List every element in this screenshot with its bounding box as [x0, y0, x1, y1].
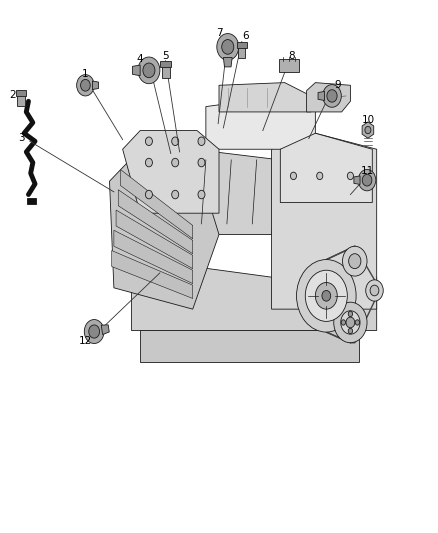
Text: 4: 4 [137, 54, 144, 63]
Circle shape [323, 85, 341, 107]
Circle shape [343, 246, 367, 276]
Polygon shape [237, 42, 247, 47]
Polygon shape [362, 122, 374, 138]
Circle shape [84, 320, 104, 344]
Polygon shape [193, 149, 280, 235]
Circle shape [346, 317, 355, 328]
Circle shape [365, 126, 371, 134]
Circle shape [370, 285, 379, 296]
Text: 3: 3 [18, 133, 25, 142]
Polygon shape [118, 190, 193, 254]
Circle shape [297, 260, 356, 332]
Polygon shape [110, 149, 219, 309]
Polygon shape [160, 61, 171, 67]
Text: 9: 9 [335, 80, 342, 90]
Polygon shape [280, 133, 372, 203]
Polygon shape [140, 330, 359, 362]
Circle shape [172, 190, 179, 199]
Text: 6: 6 [242, 31, 249, 41]
Circle shape [143, 63, 155, 78]
Circle shape [322, 290, 331, 301]
Polygon shape [112, 251, 193, 298]
Text: 1: 1 [82, 69, 89, 78]
Circle shape [334, 302, 367, 343]
Polygon shape [120, 169, 193, 239]
Polygon shape [206, 96, 315, 149]
Circle shape [145, 190, 152, 199]
Text: 12: 12 [79, 336, 92, 346]
Polygon shape [318, 92, 325, 100]
Polygon shape [131, 266, 377, 330]
Circle shape [349, 254, 361, 269]
Circle shape [77, 75, 94, 96]
Text: 2: 2 [9, 90, 16, 100]
Polygon shape [16, 90, 26, 95]
Circle shape [341, 311, 360, 334]
Circle shape [362, 174, 372, 186]
Polygon shape [279, 59, 299, 72]
Polygon shape [101, 325, 109, 335]
Circle shape [348, 311, 353, 317]
Circle shape [198, 158, 205, 167]
Circle shape [222, 39, 234, 54]
Polygon shape [223, 58, 232, 67]
Polygon shape [116, 210, 193, 269]
Circle shape [138, 57, 160, 84]
Circle shape [366, 280, 383, 301]
Circle shape [355, 320, 360, 325]
Text: 8: 8 [288, 51, 295, 61]
Text: 7: 7 [215, 28, 223, 38]
Circle shape [198, 137, 205, 146]
Polygon shape [238, 47, 245, 58]
Text: 5: 5 [162, 51, 169, 61]
Circle shape [358, 169, 376, 191]
Circle shape [172, 137, 179, 146]
Circle shape [305, 270, 347, 321]
Circle shape [290, 172, 297, 180]
Circle shape [347, 172, 353, 180]
Polygon shape [123, 131, 219, 213]
Circle shape [317, 172, 323, 180]
Text: 11: 11 [361, 166, 374, 175]
Circle shape [198, 190, 205, 199]
Polygon shape [307, 83, 350, 112]
Circle shape [217, 34, 239, 60]
Circle shape [145, 137, 152, 146]
Circle shape [145, 158, 152, 167]
Polygon shape [114, 230, 193, 284]
Polygon shape [132, 65, 140, 76]
Circle shape [172, 158, 179, 167]
Polygon shape [219, 83, 311, 112]
Circle shape [348, 328, 353, 334]
Polygon shape [272, 133, 377, 309]
Circle shape [327, 90, 337, 102]
Polygon shape [354, 176, 360, 184]
Circle shape [315, 282, 337, 309]
Polygon shape [92, 81, 99, 90]
Circle shape [89, 325, 99, 338]
Circle shape [341, 320, 346, 325]
Text: 10: 10 [361, 115, 374, 125]
Polygon shape [18, 95, 25, 106]
Circle shape [81, 79, 90, 91]
Polygon shape [162, 66, 170, 78]
Polygon shape [27, 198, 36, 204]
